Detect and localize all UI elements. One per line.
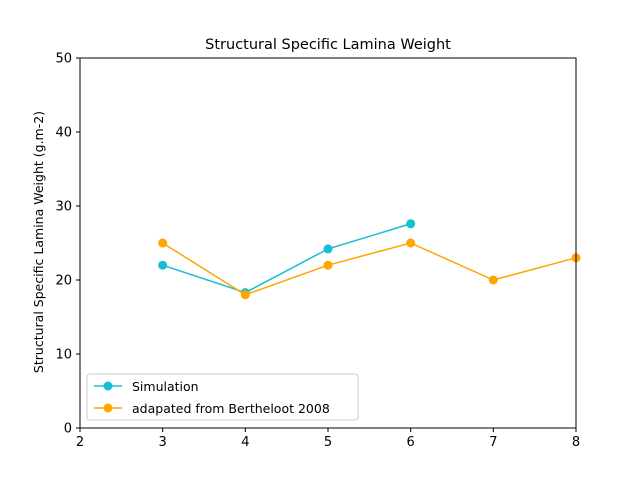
data-point-series-0 [158,260,168,270]
y-axis-ticks: 0 10 20 30 40 50 [55,52,80,437]
legend: Simulation adapated from Bertheloot 2008 [86,373,359,421]
series-line-1 [162,242,577,296]
y-axis-label: Structural Specific Lamina Weight (g.m-2… [31,111,46,373]
data-point-series-1 [488,275,498,285]
x-axis-ticks: 2 3 4 5 6 7 8 [76,428,580,450]
y-tick-label: 10 [55,348,72,363]
x-tick-label: 4 [241,435,249,450]
y-tick-label: 40 [55,126,72,141]
x-tick-label: 5 [324,435,332,450]
plot-area-frame [79,57,577,429]
legend-label-bertheloot: adapated from Bertheloot 2008 [132,401,330,416]
x-tick-label: 2 [76,435,84,450]
x-tick-label: 7 [489,435,497,450]
data-point-series-1 [323,260,333,270]
series-line-0 [162,223,411,294]
data-point-series-1 [240,290,250,300]
data-point-series-1 [406,238,416,248]
legend-swatch-marker-simulation [103,381,113,391]
y-tick-label: 20 [55,274,72,289]
x-tick-label: 8 [572,435,580,450]
data-point-series-1 [158,238,168,248]
chart-title: Structural Specific Lamina Weight [205,37,451,53]
y-tick-label: 30 [55,200,72,215]
legend-box [86,373,359,421]
legend-swatch-marker-bertheloot [103,403,113,413]
legend-label-simulation: Simulation [132,379,199,394]
x-tick-label: 6 [407,435,415,450]
x-tick-label: 3 [159,435,167,450]
y-tick-label: 0 [64,422,72,437]
y-tick-label: 50 [55,52,72,67]
series-layer [158,219,581,300]
data-point-series-0 [323,244,333,254]
data-point-series-0 [406,219,416,229]
